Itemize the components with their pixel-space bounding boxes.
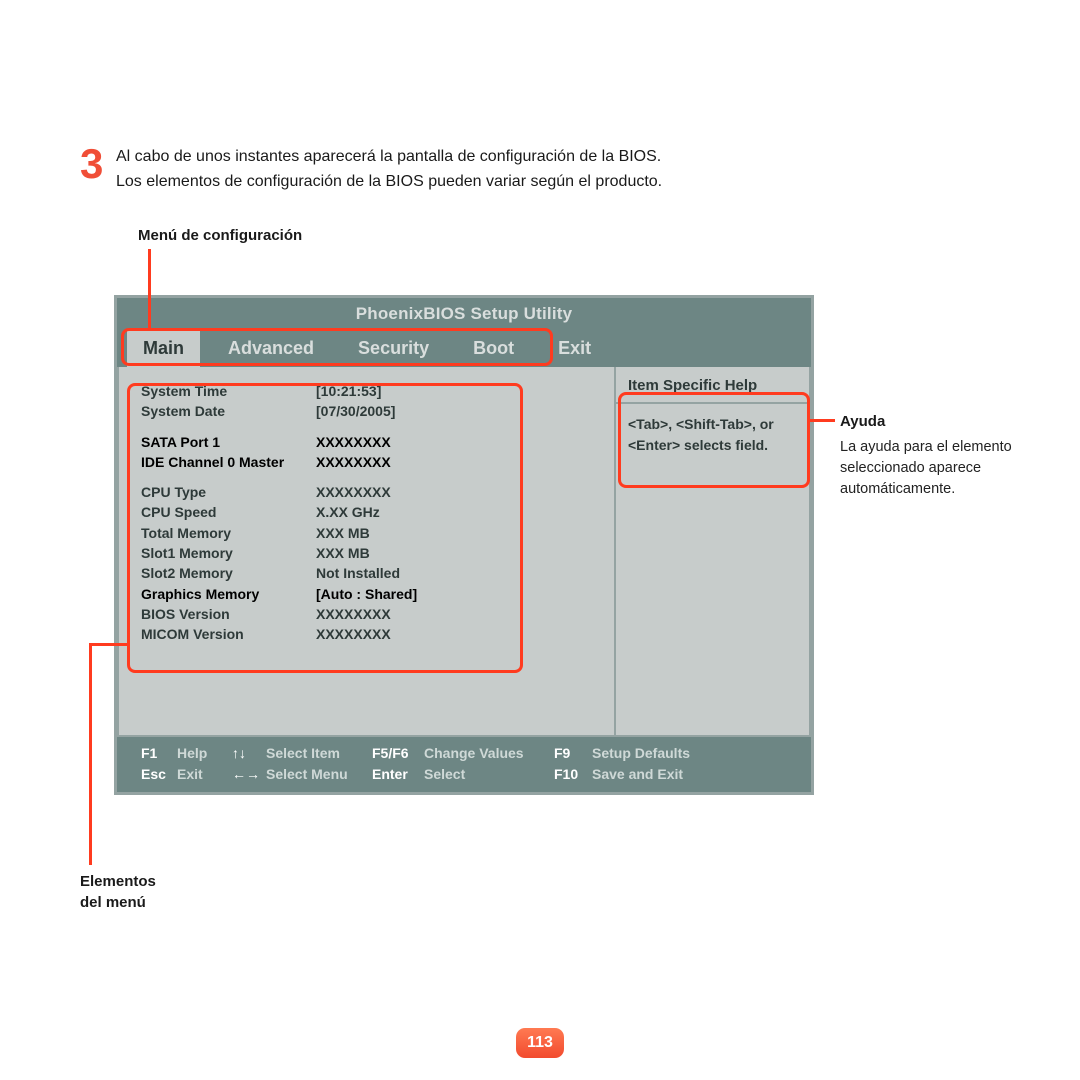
bios-title: PhoenixBIOS Setup Utility <box>117 298 811 331</box>
footer-label: Select Item <box>266 743 372 764</box>
connector-menu-vert <box>148 249 151 331</box>
connector-elems-vert <box>89 643 92 865</box>
footer-label: Exit <box>177 764 232 785</box>
item-value: XXXXXXXX <box>316 624 391 644</box>
step-number: 3 <box>80 140 103 188</box>
footer-key: F5/F6 <box>372 743 424 764</box>
item-value: X.XX GHz <box>316 502 380 522</box>
callout-elements-l1: Elementos <box>80 871 156 892</box>
item-label: Total Memory <box>141 523 316 543</box>
connector-elems-horiz <box>89 643 127 646</box>
tab-advanced[interactable]: Advanced <box>212 331 330 367</box>
intro-line-1: Al cabo de unos instantes aparecerá la p… <box>116 145 1040 170</box>
item-label: System Time <box>141 381 316 401</box>
footer-key: F10 <box>554 764 592 785</box>
footer-key: Enter <box>372 764 424 785</box>
bios-footer: F1 Help ↑↓ Select Item F5/F6 Change Valu… <box>117 737 811 792</box>
item-value: XXX MB <box>316 523 370 543</box>
footer-label: Setup Defaults <box>592 743 690 764</box>
item-label: Graphics Memory <box>141 584 316 604</box>
item-label: SATA Port 1 <box>141 432 316 452</box>
help-pane-line: <Enter> selects field. <box>628 435 799 456</box>
page-number-badge: 113 <box>516 1028 564 1058</box>
item-label: Slot1 Memory <box>141 543 316 563</box>
item-value: Not Installed <box>316 563 400 583</box>
tab-exit[interactable]: Exit <box>542 331 607 367</box>
item-label: Slot2 Memory <box>141 563 316 583</box>
footer-label: Change Values <box>424 743 554 764</box>
footer-key: ←→ <box>232 764 266 785</box>
item-value: XXXXXXXX <box>316 452 391 472</box>
item-label: IDE Channel 0 Master <box>141 452 316 472</box>
tab-security[interactable]: Security <box>342 331 445 367</box>
callout-help-body: La ayuda para el elemento seleccionado a… <box>840 437 1030 500</box>
intro-line-2: Los elementos de configuración de la BIO… <box>116 170 1040 195</box>
item-label: CPU Type <box>141 482 316 502</box>
footer-key: F9 <box>554 743 592 764</box>
footer-key: F1 <box>141 743 177 764</box>
item-value: [Auto : Shared] <box>316 584 417 604</box>
item-value: XXX MB <box>316 543 370 563</box>
footer-label: Select Menu <box>266 764 372 785</box>
footer-label: Select <box>424 764 554 785</box>
tab-main[interactable]: Main <box>127 331 200 367</box>
callout-help-title: Ayuda <box>840 413 885 430</box>
item-label: BIOS Version <box>141 604 316 624</box>
help-pane-line: <Tab>, <Shift-Tab>, or <box>628 414 799 435</box>
connector-help-horiz <box>810 419 835 422</box>
item-value: [07/30/2005] <box>316 401 395 421</box>
footer-label: Help <box>177 743 232 764</box>
item-label: MICOM Version <box>141 624 316 644</box>
footer-key: ↑↓ <box>232 743 266 764</box>
callout-config-menu: Menú de configuración <box>138 227 302 244</box>
help-pane-title: Item Specific Help <box>628 377 799 402</box>
bios-left-pane: System Time[10:21:53] System Date[07/30/… <box>119 367 614 735</box>
footer-label: Save and Exit <box>592 764 683 785</box>
item-value: XXXXXXXX <box>316 482 391 502</box>
bios-help-pane: Item Specific Help <Tab>, <Shift-Tab>, o… <box>614 367 809 735</box>
item-label: System Date <box>141 401 316 421</box>
footer-key: Esc <box>141 764 177 785</box>
item-value: XXXXXXXX <box>316 604 391 624</box>
item-value: XXXXXXXX <box>316 432 391 452</box>
item-label: CPU Speed <box>141 502 316 522</box>
tab-boot[interactable]: Boot <box>457 331 530 367</box>
callout-elements-l2: del menú <box>80 892 156 913</box>
bios-tab-bar: Main Advanced Security Boot Exit <box>117 331 811 367</box>
bios-window: PhoenixBIOS Setup Utility Main Advanced … <box>114 295 814 795</box>
item-value: [10:21:53] <box>316 381 381 401</box>
callout-elements: Elementos del menú <box>80 871 156 913</box>
